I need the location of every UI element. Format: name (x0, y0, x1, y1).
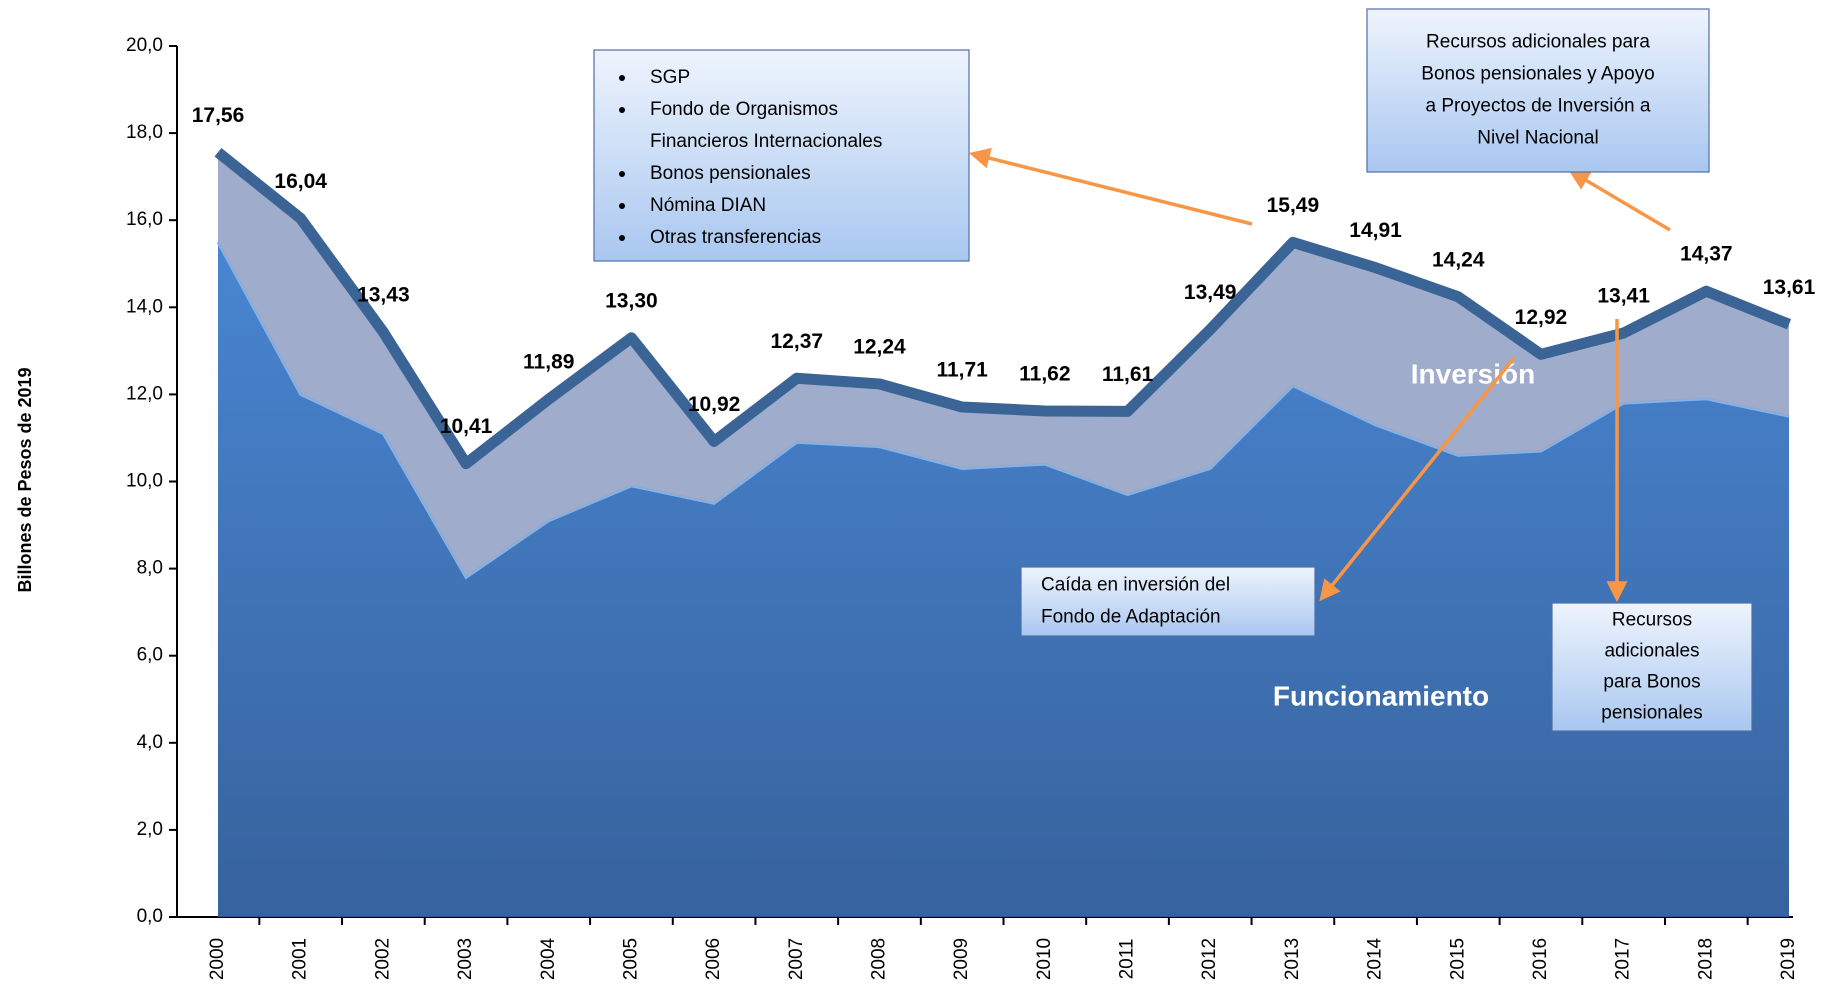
x-tick-label: 2005 (620, 938, 641, 980)
value-label: 13,61 (1763, 276, 1816, 299)
x-tick-label: 2019 (1778, 938, 1799, 980)
arrow (1568, 169, 1671, 232)
value-label: 10,41 (440, 415, 493, 438)
y-tick-label: 10,0 (126, 471, 163, 492)
area (218, 152, 1789, 578)
x-tick-label: 2003 (455, 938, 476, 980)
annotation-text: Nómina DIAN (650, 195, 766, 216)
annotation-text: Bonos pensionales (650, 163, 811, 184)
value-label: 12,37 (771, 330, 824, 353)
y-tick-label: 0,0 (137, 906, 163, 927)
arrow (968, 147, 1253, 226)
x-tick-label: 2014 (1365, 937, 1386, 980)
value-label: 10,92 (688, 393, 741, 416)
y-tick-label: 2,0 (137, 819, 163, 840)
annotation-text: Nivel Nacional (1477, 128, 1598, 149)
y-tick-label: 20,0 (126, 35, 163, 56)
value-label: 12,24 (853, 335, 906, 358)
annotation-text: adicionales (1604, 641, 1699, 662)
x-tick-label: 2016 (1530, 938, 1551, 980)
annotation-box (1366, 8, 1710, 173)
bullet (619, 107, 625, 113)
x-tick-label: 2000 (207, 938, 228, 980)
value-label: 15,49 (1267, 194, 1320, 217)
x-tick-label: 2010 (1034, 938, 1055, 980)
annotation-text: Fondo de Organismos (650, 99, 838, 120)
area (218, 241, 1789, 918)
bullet (619, 171, 625, 177)
arrow (1319, 356, 1516, 602)
x-tick-label: 2015 (1447, 938, 1468, 980)
value-label: 14,24 (1432, 248, 1485, 271)
y-tick-label: 4,0 (137, 732, 163, 753)
value-label: 13,49 (1184, 281, 1237, 304)
y-axis-label: Billones de Pesos de 2019 (15, 367, 35, 592)
annotation-text: Recursos adicionales para (1426, 32, 1650, 53)
x-tick-label: 2011 (1117, 939, 1138, 980)
annotation-text: Otras transferencias (650, 227, 821, 248)
annotation-text: SGP (650, 67, 690, 88)
y-tick-label: 8,0 (137, 558, 163, 579)
value-label: 17,56 (192, 104, 245, 127)
value-label: 13,41 (1597, 285, 1650, 308)
x-tick-label: 2009 (951, 938, 972, 980)
x-tick-label: 2006 (703, 938, 724, 980)
annotation-text: Recursos (1612, 610, 1692, 631)
y-tick-label: 18,0 (126, 122, 163, 143)
annotation-box (593, 49, 970, 262)
y-tick-label: 14,0 (126, 296, 163, 317)
annotation-text: pensionales (1601, 703, 1702, 724)
x-tick-label: 2013 (1282, 938, 1303, 980)
annotation-box (1551, 602, 1753, 732)
total-line (214, 147, 1792, 470)
bullet (619, 75, 625, 81)
y-tick-label: 6,0 (137, 645, 163, 666)
value-label: 11,89 (523, 351, 574, 374)
annotation-text: a Proyectos de Inversión a (1426, 96, 1651, 117)
bullet (619, 203, 625, 209)
value-label: 14,37 (1680, 243, 1733, 266)
x-tick-label: 2001 (290, 938, 311, 980)
value-label: 11,61 (1102, 363, 1154, 386)
series-label: Inversión (1411, 358, 1535, 389)
x-tick-label: 2008 (868, 938, 889, 980)
x-tick-label: 2017 (1613, 938, 1634, 980)
annotation-text: Financieros Internacionales (650, 131, 882, 152)
x-tick-label: 2007 (786, 938, 807, 980)
y-tick-label: 12,0 (126, 383, 163, 404)
annotation-text: Caída en inversión del (1041, 575, 1230, 596)
x-tick-label: 2004 (538, 937, 559, 980)
y-tick-label: 16,0 (126, 209, 163, 230)
annotation-text: para Bonos (1603, 672, 1700, 693)
value-label: 11,62 (1019, 362, 1070, 385)
x-tick-label: 2018 (1695, 938, 1716, 980)
annotation-text: Bonos pensionales y Apoyo (1421, 64, 1654, 85)
value-label: 13,43 (357, 284, 410, 307)
value-label: 13,30 (605, 289, 658, 312)
bullet (619, 235, 625, 241)
annotation-box (1020, 566, 1316, 637)
annotation-text: Fondo de Adaptación (1041, 607, 1221, 628)
series-label: Funcionamiento (1273, 680, 1489, 711)
value-label: 12,92 (1515, 306, 1568, 329)
value-label: 14,91 (1349, 219, 1402, 242)
x-tick-label: 2012 (1199, 938, 1220, 980)
value-label: 11,71 (936, 359, 988, 382)
value-label: 16,04 (274, 170, 327, 193)
x-tick-label: 2002 (372, 938, 393, 980)
